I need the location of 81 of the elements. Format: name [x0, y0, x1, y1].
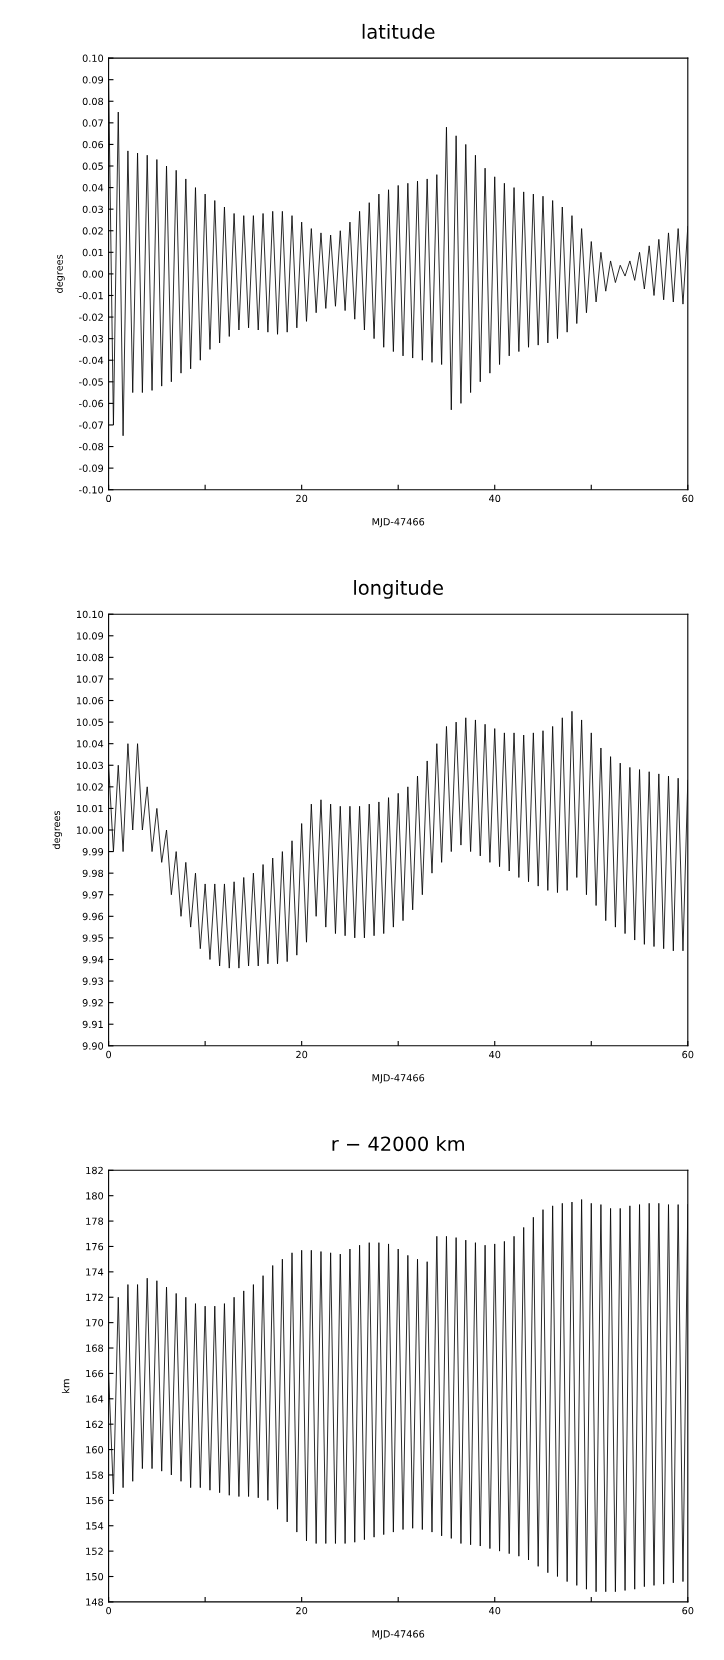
y-tick-label: 0.10 [82, 54, 104, 62]
y-tick-label: 10.10 [76, 610, 104, 619]
y-tick-label: 10.07 [76, 675, 103, 683]
y-tick-label: 9.98 [82, 869, 104, 877]
y-tick-label: -0.07 [79, 421, 103, 429]
y-tick-label: 10.03 [76, 761, 103, 770]
x-tick-label: 0 [106, 1050, 112, 1059]
y-tick-label: 148 [86, 1598, 104, 1606]
y-tick-label: 162 [86, 1420, 103, 1429]
y-tick-label: 0.03 [82, 205, 103, 213]
y-tick-label: 9.96 [82, 912, 104, 921]
y-tick-label: -0.01 [79, 291, 103, 300]
y-tick-label: 10.08 [76, 653, 104, 662]
y-tick-label: 0.00 [82, 270, 104, 278]
y-tick-label: 10.01 [76, 804, 103, 813]
chart-title: r − 42000 km [332, 1136, 464, 1152]
y-tick-label: 10.06 [76, 697, 104, 705]
y-tick-label: -0.06 [79, 399, 104, 408]
y-tick-label: 172 [86, 1293, 103, 1301]
x-tick-label: 20 [296, 1050, 308, 1059]
y-tick-label: 156 [86, 1496, 104, 1505]
y-tick-label: -0.03 [79, 335, 103, 343]
y-axis-title: degrees [55, 254, 65, 293]
chart-title: latitude [362, 23, 435, 39]
y-tick-label: 174 [86, 1268, 104, 1276]
y-tick-label: 0.06 [82, 140, 104, 149]
y-tick-label: 9.99 [82, 848, 104, 856]
y-tick-label: 0.01 [82, 248, 103, 257]
y-tick-label: 152 [86, 1547, 103, 1555]
y-tick-label: 9.93 [82, 977, 103, 985]
y-tick-label: -0.04 [79, 356, 104, 365]
y-tick-label: 9.90 [82, 1042, 104, 1050]
y-tick-label: 180 [86, 1192, 104, 1200]
y-tick-label: 158 [86, 1471, 104, 1479]
chart-title: longitude [354, 579, 443, 599]
y-tick-label: 154 [86, 1522, 104, 1530]
y-tick-label: 164 [86, 1395, 104, 1403]
x-tick-label: 0 [106, 494, 112, 503]
y-tick-label: 10.00 [76, 826, 104, 834]
y-tick-label: 176 [86, 1242, 104, 1251]
y-tick-label: 178 [86, 1217, 104, 1225]
y-tick-label: -0.09 [79, 464, 104, 472]
y-tick-label: 9.95 [82, 934, 103, 942]
y-tick-label: 10.09 [76, 632, 104, 640]
x-tick-label: 60 [682, 494, 694, 503]
y-tick-label: 9.91 [82, 1020, 103, 1029]
y-tick-label: 168 [86, 1344, 104, 1352]
x-tick-label: 0 [106, 1606, 112, 1615]
y-tick-label: 0.09 [82, 76, 104, 84]
x-axis-title: MJD-47466 [372, 1074, 425, 1084]
x-tick-label: 40 [489, 1050, 501, 1059]
y-tick-label: -0.02 [79, 313, 103, 321]
x-tick-label: 60 [682, 1050, 694, 1059]
y-tick-label: 170 [86, 1319, 104, 1327]
y-axis-title: km [61, 1379, 70, 1393]
y-tick-label: 0.07 [82, 119, 103, 127]
y-tick-label: 10.05 [76, 718, 103, 726]
y-axis-title: degrees [52, 810, 63, 850]
x-tick-label: 60 [682, 1606, 694, 1615]
y-tick-label: -0.08 [79, 443, 104, 451]
y-tick-label: 10.04 [76, 740, 104, 748]
y-tick-label: 160 [86, 1446, 104, 1454]
x-tick-label: 20 [296, 1606, 308, 1615]
y-tick-label: 0.05 [82, 162, 103, 170]
x-tick-label: 40 [489, 1606, 501, 1615]
y-tick-label: -0.10 [79, 486, 104, 494]
y-tick-label: 0.08 [82, 97, 104, 106]
y-tick-label: 10.02 [76, 783, 103, 791]
x-tick-label: 40 [489, 494, 501, 503]
y-tick-label: 0.02 [82, 227, 103, 235]
y-tick-label: 166 [86, 1369, 104, 1378]
y-tick-label: 9.97 [82, 891, 103, 899]
y-tick-label: 9.94 [82, 955, 104, 964]
y-tick-label: 9.92 [82, 999, 103, 1007]
y-tick-label: -0.05 [79, 378, 103, 386]
y-tick-label: 0.04 [82, 184, 104, 192]
x-axis-title: MJD-47466 [372, 1630, 425, 1640]
x-axis-title: MJD-47466 [372, 518, 425, 528]
x-tick-label: 20 [296, 494, 308, 503]
y-tick-label: 182 [86, 1166, 103, 1175]
y-tick-label: 150 [86, 1572, 104, 1581]
